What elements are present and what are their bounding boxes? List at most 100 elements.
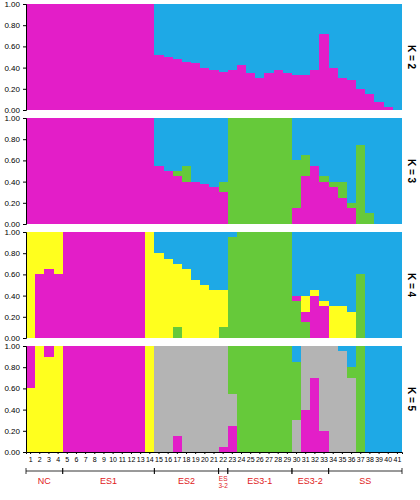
- bar-segment: [264, 73, 273, 110]
- bar-segment: [90, 4, 99, 110]
- group-bracket-end: [62, 468, 63, 474]
- series: [154, 232, 402, 338]
- y-tick: 1.00: [4, 228, 26, 237]
- bar-segment: [118, 346, 127, 347]
- bar-segment: [154, 166, 163, 224]
- bar-segment: [319, 232, 328, 301]
- y-tick-mark: [23, 182, 26, 183]
- x-tick-mark: [287, 452, 288, 454]
- bar-segment: [219, 327, 228, 338]
- bar-segment: [274, 118, 283, 119]
- x-tick-mark: [195, 452, 196, 454]
- group-bracket-end: [218, 468, 219, 474]
- bar-segment: [26, 346, 35, 388]
- x-tick-mark: [269, 452, 270, 454]
- bar-segment: [255, 346, 264, 347]
- x-tick: 31: [302, 452, 310, 463]
- y-tick-label: 0.60: [4, 156, 20, 165]
- bar-segment: [301, 232, 310, 296]
- series: [154, 118, 402, 224]
- bar-segment: [44, 346, 53, 357]
- x-tick-label: 21: [210, 456, 218, 463]
- bar-segment: [81, 118, 90, 119]
- bar-segment: [118, 346, 127, 347]
- bar-segment: [109, 232, 118, 338]
- bar-segment: [54, 346, 63, 452]
- bar-segment: [338, 306, 347, 338]
- group-bracket: [329, 471, 402, 472]
- bar-segment: [44, 232, 53, 233]
- bar-segment: [209, 346, 218, 347]
- x-tick-label: 13: [137, 456, 145, 463]
- y-tick: 0.20: [4, 199, 26, 208]
- bar-segment: [26, 346, 35, 347]
- bar-segment: [329, 4, 338, 68]
- group-bracket-end: [291, 468, 292, 474]
- bar-segment: [182, 346, 191, 452]
- bar-segment: [44, 4, 53, 110]
- bar-segment: [255, 118, 264, 224]
- bar-segment: [173, 118, 182, 171]
- bar-segment: [90, 346, 99, 347]
- bar-segment: [301, 346, 310, 347]
- bar-segment: [44, 346, 53, 347]
- x-tick: 3: [47, 452, 51, 463]
- bar-segment: [365, 118, 374, 213]
- bar-segment: [136, 346, 145, 347]
- bar-segment: [347, 4, 356, 80]
- bar-segment: [99, 346, 108, 347]
- bar-segment: [219, 72, 228, 110]
- bar-segment: [374, 346, 383, 452]
- bar-segment: [26, 232, 35, 338]
- series: [26, 232, 356, 338]
- bar-segment: [292, 118, 301, 160]
- bar-segment: [35, 4, 44, 5]
- bar-segment: [310, 378, 319, 452]
- y-tick-mark: [23, 338, 26, 339]
- x-tick-label: 40: [384, 456, 392, 463]
- bar-segment: [292, 296, 301, 301]
- x-tick-label: 25: [247, 456, 255, 463]
- bar-segment: [255, 4, 264, 78]
- series: [154, 346, 356, 452]
- bar-segment: [81, 118, 90, 224]
- x-tick-mark: [131, 452, 132, 454]
- x-tick-mark: [58, 452, 59, 454]
- bar-segment: [191, 232, 200, 280]
- bar-segment: [292, 208, 301, 224]
- bar-segment: [274, 118, 283, 224]
- x-tick-mark: [204, 452, 205, 454]
- bar-segment: [228, 118, 237, 224]
- bar-segment: [81, 118, 90, 119]
- bar-segment: [237, 4, 246, 65]
- bar-segment: [200, 4, 209, 68]
- bar-segment: [246, 232, 255, 233]
- bar-segment: [365, 4, 374, 94]
- bar-segment: [191, 118, 200, 182]
- bar-segment: [292, 420, 301, 452]
- bar-segment: [301, 346, 310, 410]
- y-axis: 0.000.200.400.600.801.00: [4, 342, 26, 457]
- bar-segment: [136, 4, 145, 5]
- bar-segment: [182, 232, 191, 269]
- bar-segment: [310, 232, 319, 290]
- bar-segment: [191, 4, 200, 63]
- y-tick-mark: [23, 346, 26, 347]
- bar-segment: [356, 89, 365, 110]
- y-tick: 0.80: [4, 249, 26, 258]
- bar-segment: [191, 280, 200, 338]
- x-tick-mark: [149, 452, 150, 454]
- bar-segment: [228, 232, 237, 237]
- x-tick-mark: [76, 452, 77, 454]
- bar-segment: [329, 187, 338, 224]
- y-tick-mark: [23, 452, 26, 453]
- x-tick-mark: [296, 452, 297, 454]
- bar-segment: [26, 346, 35, 347]
- bar-segment: [164, 346, 173, 452]
- x-tick-mark: [94, 452, 95, 454]
- y-tick-label: 0.20: [4, 313, 20, 322]
- bar-segment: [228, 118, 237, 119]
- bar-segment: [356, 118, 365, 145]
- y-tick-label: 0.60: [4, 384, 20, 393]
- y-tick: 0.20: [4, 313, 26, 322]
